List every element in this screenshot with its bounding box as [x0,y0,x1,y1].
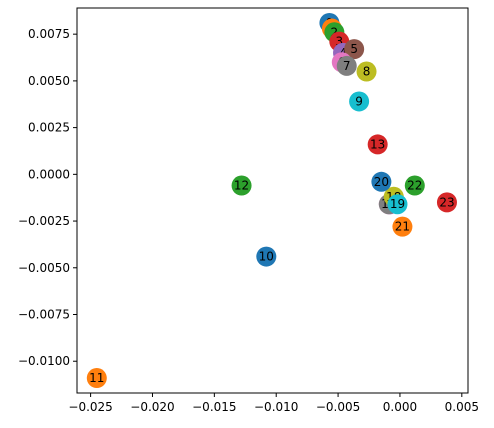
y-tick-label: 0.0000 [28,167,70,181]
point-label-11: 11 [89,371,104,385]
point-marker-10 [256,246,277,267]
x-tick-label: −0.015 [192,400,236,414]
axes-frame [76,7,469,394]
point-label-19: 19 [390,197,405,211]
point-marker-20 [371,171,392,192]
point-marker-22 [404,175,425,196]
x-tick-label: 0.000 [383,400,417,414]
points-layer: 01234567891011121314151617181920212223 [86,12,457,389]
y-tick-label: 0.0050 [28,74,70,88]
point-marker-9 [349,91,370,112]
point-label-13: 13 [370,137,385,151]
point-marker-13 [367,134,388,155]
point-label-2: 2 [331,25,339,39]
point-label-9: 9 [355,94,363,108]
point-marker-5 [344,39,365,60]
point-label-10: 10 [259,250,274,264]
x-tick-label: −0.010 [254,400,298,414]
x-tick-label: 0.005 [445,400,479,414]
point-label-7: 7 [343,59,351,73]
x-axis: −0.025 −0.020 −0.015 −0.010 −0.005 0.000 0.005 [68,393,479,414]
point-label-5: 5 [350,42,358,56]
y-tick-label: −0.0075 [18,308,70,322]
point-marker-8 [356,61,377,82]
point-label-21: 21 [395,220,410,234]
y-tick-label: 0.0025 [28,121,70,135]
point-label-23: 23 [439,195,454,209]
point-marker-11 [86,368,107,389]
x-tick-label: −0.020 [130,400,174,414]
point-marker-7 [336,55,357,76]
y-tick-label: 0.0075 [28,27,70,41]
point-label-22: 22 [407,179,422,193]
point-label-3: 3 [335,35,343,49]
point-label-20: 20 [374,175,389,189]
y-tick-label: −0.0050 [18,261,70,275]
point-marker-12 [231,175,252,196]
point-label-12: 12 [234,179,249,193]
y-tick-label: −0.0100 [18,354,70,368]
x-tick-label: −0.005 [316,400,360,414]
y-axis: 0.0075 0.0050 0.0025 0.0000 −0.0025 −0.0050 −0… [18,27,77,368]
x-tick-label: −0.025 [68,400,112,414]
y-tick-label: −0.0025 [18,214,70,228]
point-marker-23 [436,192,457,213]
point-marker-19 [387,194,408,215]
point-marker-21 [392,216,413,237]
point-label-8: 8 [363,65,371,79]
